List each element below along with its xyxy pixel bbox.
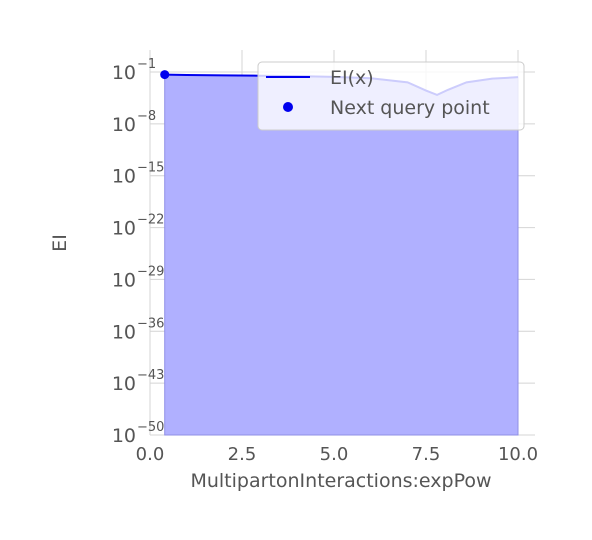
x-tick-label: 2.5 — [228, 444, 257, 465]
legend: EI(x) Next query point — [257, 61, 525, 131]
y-tick-label: 10 — [112, 166, 136, 188]
y-tick-label: 10 — [112, 269, 136, 291]
next-query-point-marker — [160, 70, 170, 80]
legend-label-ei: EI(x) — [330, 67, 374, 89]
x-tick-label: 0.0 — [136, 444, 165, 465]
y-tick-label: 10 — [112, 321, 136, 343]
legend-marker-next-query — [283, 102, 293, 112]
x-tick-label: 5.0 — [320, 444, 349, 465]
y-tick-exponent: −50 — [137, 420, 164, 435]
y-tick-label: 10 — [112, 425, 136, 447]
y-tick-exponent: −15 — [137, 161, 164, 176]
y-axis-label: EI — [49, 234, 71, 252]
y-tick-label: 10 — [112, 62, 136, 84]
y-tick-label: 10 — [112, 373, 136, 395]
x-tick-label: 7.5 — [412, 444, 441, 465]
legend-label-next-query: Next query point — [330, 97, 490, 119]
x-tick-labels: 0.0 2.5 5.0 7.5 10.0 — [136, 444, 538, 465]
y-tick-exponent: −22 — [137, 213, 164, 228]
x-tick-label: 10.0 — [498, 444, 538, 465]
y-tick-exponent: −29 — [137, 264, 164, 279]
y-tick-label: 10 — [112, 114, 136, 136]
next-query-point — [160, 70, 170, 80]
y-tick-label: 10 — [112, 218, 136, 240]
y-tick-exponent: −1 — [137, 57, 156, 72]
y-tick-exponent: −36 — [137, 316, 164, 331]
legend-box — [257, 61, 525, 131]
y-tick-exponent: −8 — [137, 109, 156, 124]
y-tick-exponent: −43 — [137, 368, 164, 383]
x-axis-label: MultipartonInteractions:expPow — [190, 470, 491, 492]
